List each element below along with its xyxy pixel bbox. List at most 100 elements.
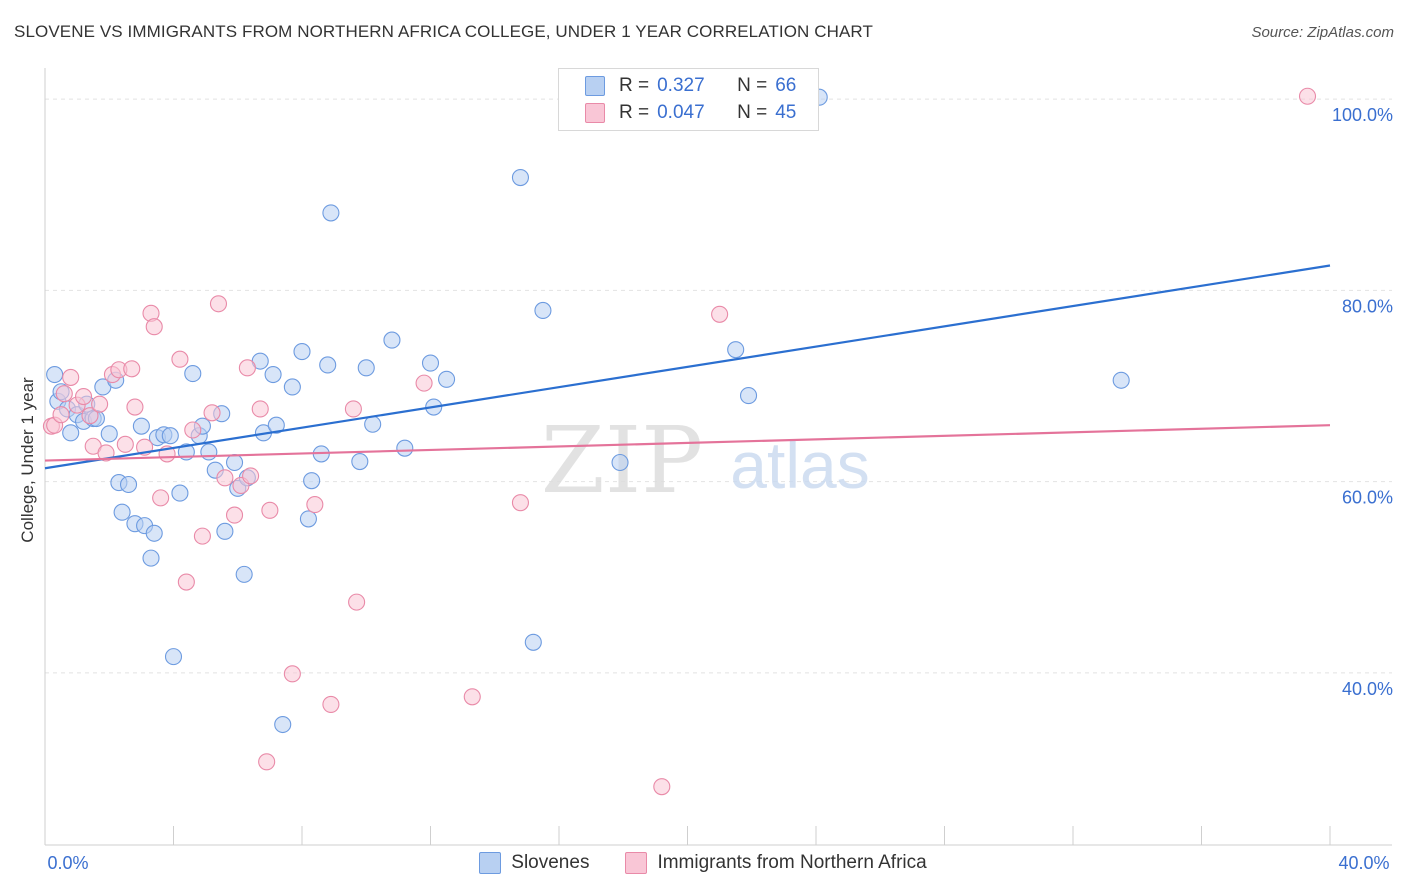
trend-line-immigrants xyxy=(44,424,1331,462)
legend-n-label: N = xyxy=(737,75,768,96)
point-slovenes xyxy=(283,378,301,396)
point-immigrants xyxy=(463,688,481,706)
legend-r-label: R = xyxy=(619,75,650,96)
stats-legend: R = 0.327 N = 66 R = 0.047 N = 45 xyxy=(558,68,819,131)
legend-r-value: 0.327 xyxy=(657,75,705,96)
point-immigrants xyxy=(193,527,211,545)
point-immigrants xyxy=(203,404,221,422)
point-slovenes xyxy=(132,417,150,435)
trend-lines xyxy=(44,264,1331,470)
point-immigrants xyxy=(348,593,366,611)
point-slovenes xyxy=(267,416,285,434)
point-immigrants xyxy=(653,778,671,796)
point-slovenes xyxy=(184,365,202,383)
point-immigrants xyxy=(1298,87,1317,105)
point-immigrants xyxy=(261,501,279,519)
point-slovenes xyxy=(438,370,456,388)
point-immigrants xyxy=(242,467,260,485)
point-slovenes xyxy=(235,565,253,583)
legend-item-immigrants[interactable]: Immigrants from Northern Africa xyxy=(625,852,927,874)
point-immigrants xyxy=(116,435,134,453)
point-slovenes xyxy=(46,365,64,384)
legend-swatch-slovenes xyxy=(585,76,605,96)
point-slovenes xyxy=(611,453,629,472)
legend-n-label: N = xyxy=(737,102,768,123)
point-immigrants xyxy=(216,469,234,487)
legend-row-slovenes: R = 0.327 N = 66 xyxy=(585,73,796,99)
point-slovenes xyxy=(161,427,179,445)
point-slovenes xyxy=(216,522,234,540)
point-immigrants xyxy=(283,665,301,683)
legend-r-label: R = xyxy=(619,102,650,123)
point-slovenes xyxy=(274,715,292,734)
point-immigrants xyxy=(209,295,228,313)
point-slovenes xyxy=(225,453,244,472)
legend-swatch-slovenes xyxy=(479,852,502,874)
legend-item-slovenes[interactable]: Slovenes xyxy=(479,852,589,874)
point-slovenes xyxy=(200,443,218,461)
legend-row-immigrants: R = 0.047 N = 45 xyxy=(585,100,796,126)
chart-title: SLOVENE VS IMMIGRANTS FROM NORTHERN AFRI… xyxy=(14,22,873,41)
point-immigrants xyxy=(81,407,99,425)
point-immigrants xyxy=(322,695,340,713)
point-immigrants xyxy=(344,400,362,418)
point-slovenes xyxy=(62,424,80,442)
point-slovenes xyxy=(299,510,317,528)
point-slovenes xyxy=(727,341,745,359)
point-immigrants xyxy=(177,573,195,591)
point-slovenes xyxy=(145,524,163,542)
point-slovenes xyxy=(534,301,552,320)
point-slovenes xyxy=(351,452,369,471)
legend-swatch-immigrants xyxy=(585,103,605,123)
point-immigrants xyxy=(184,421,202,439)
point-slovenes xyxy=(119,475,138,494)
legend-label-immigrants: Immigrants from Northern Africa xyxy=(657,852,927,873)
point-slovenes xyxy=(171,484,189,502)
point-immigrants xyxy=(126,398,144,416)
legend-label-slovenes: Slovenes xyxy=(511,852,590,873)
x-tick-label: 40.0% xyxy=(1338,853,1389,873)
point-slovenes xyxy=(303,472,321,490)
point-immigrants xyxy=(152,489,170,507)
point-slovenes xyxy=(293,343,311,361)
point-slovenes xyxy=(396,439,414,457)
point-slovenes xyxy=(113,503,131,521)
point-slovenes xyxy=(357,359,375,377)
point-slovenes xyxy=(100,425,118,443)
legend-n-value: 45 xyxy=(775,102,797,123)
point-slovenes xyxy=(383,331,401,349)
tick-labels: 40.0% 60.0% 80.0% 100.0% 0.0% 40.0% xyxy=(47,105,1393,873)
point-immigrants xyxy=(306,496,324,514)
y-tick-label: 40.0% xyxy=(1342,679,1393,699)
grid-lines xyxy=(45,98,1392,674)
y-tick-label: 80.0% xyxy=(1342,296,1393,316)
point-immigrants xyxy=(511,494,530,512)
point-slovenes xyxy=(739,387,758,405)
point-immigrants xyxy=(415,374,433,392)
point-slovenes xyxy=(524,633,542,651)
point-immigrants xyxy=(225,506,244,524)
point-immigrants xyxy=(171,350,189,368)
x-tick-label: 0.0% xyxy=(47,853,88,873)
axes xyxy=(44,68,1392,846)
point-slovenes xyxy=(142,549,160,567)
series-legend: Slovenes Immigrants from Northern Africa xyxy=(0,852,1406,874)
point-immigrants xyxy=(52,406,70,424)
point-immigrants xyxy=(258,753,276,771)
point-slovenes xyxy=(164,648,183,666)
point-slovenes xyxy=(364,415,382,433)
point-immigrants xyxy=(55,385,73,403)
point-immigrants xyxy=(711,305,729,323)
point-slovenes xyxy=(319,356,337,374)
y-tick-label: 100.0% xyxy=(1332,105,1393,125)
legend-swatch-immigrants xyxy=(625,852,648,874)
point-immigrants xyxy=(91,395,109,413)
legend-r-value: 0.047 xyxy=(657,102,705,123)
y-axis-label: College, Under 1 year xyxy=(18,377,37,543)
legend-n-value: 66 xyxy=(775,75,797,96)
point-immigrants xyxy=(75,387,93,406)
source-label: Source: ZipAtlas.com xyxy=(1251,24,1394,41)
point-slovenes xyxy=(421,354,440,372)
point-slovenes xyxy=(264,365,282,384)
